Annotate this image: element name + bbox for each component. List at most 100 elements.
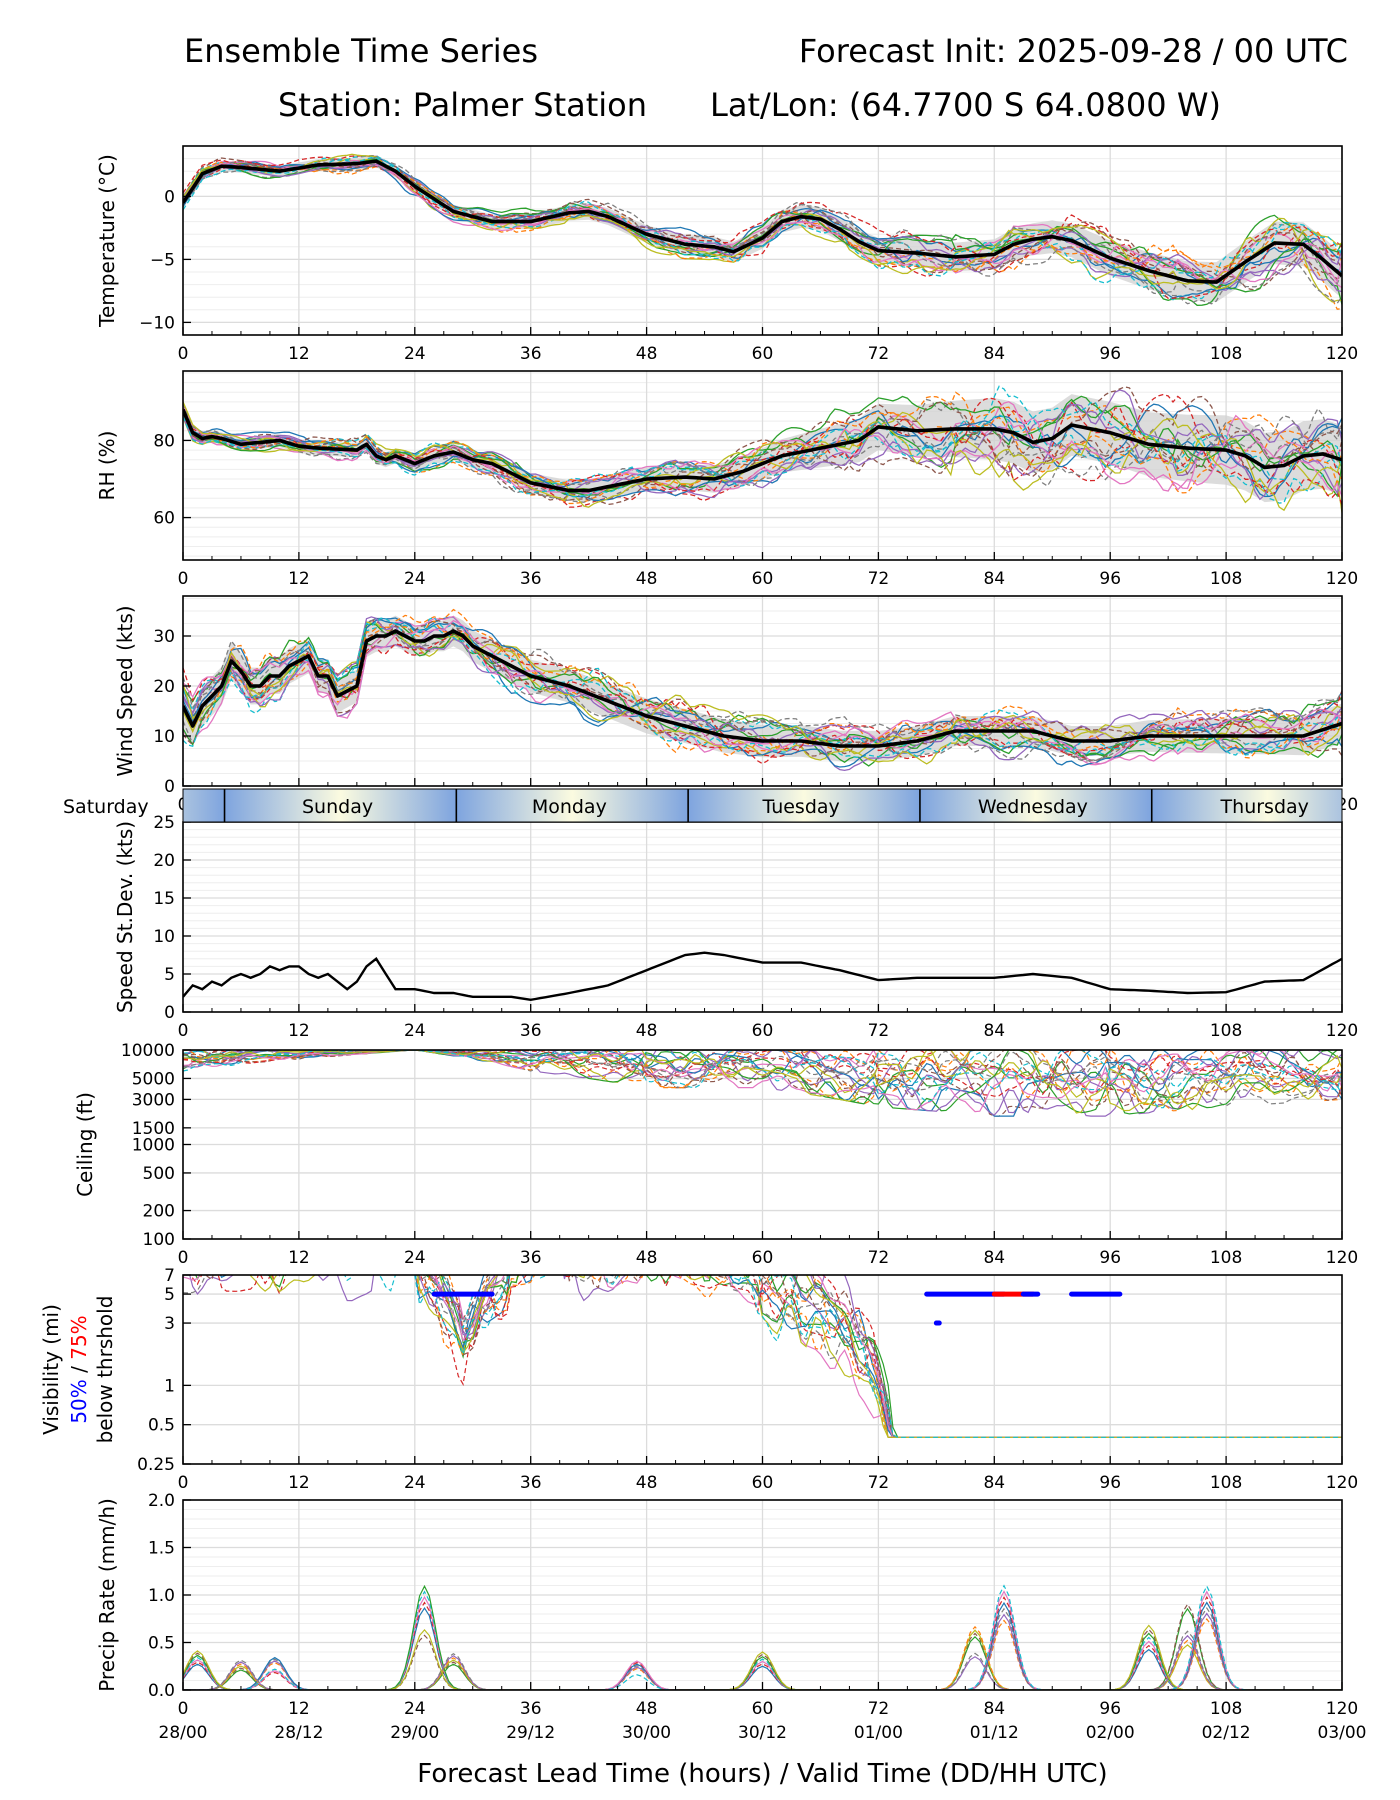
panel-precip_rate: 0 12 24 36 48 60 72 84 96 108 120 0.0 0.5 1.0 1.5 2.0 Pr… <box>95 1491 1367 1789</box>
ensemble-member-line <box>183 401 1342 498</box>
y-tick-label: 100 <box>143 1230 175 1250</box>
y-tick-label: 15 <box>153 889 175 909</box>
ensemble-mean-line <box>183 629 1342 748</box>
y-tick-label: 25 <box>153 813 175 833</box>
ensemble-member-line <box>183 1624 1342 1690</box>
day-band-frame <box>182 788 1343 823</box>
ensemble-member-line <box>183 619 1342 757</box>
panel-visibility: 0 12 24 36 48 60 72 84 96 108 120 75 3 1 0.5 0.25 Visibi… <box>39 1266 1358 1493</box>
valid-time-label: 28/00 <box>159 1723 208 1743</box>
x-tick-label: 60 <box>752 344 774 364</box>
x-tick-label: 72 <box>868 1248 890 1268</box>
valid-time-label: 02/00 <box>1086 1723 1135 1743</box>
x-tick-label: 24 <box>404 569 426 589</box>
x-tick-label: 36 <box>520 344 542 364</box>
x-tick-label: 84 <box>983 1699 1005 1719</box>
x-tick-label: 84 <box>983 1473 1005 1493</box>
ensemble-member-line <box>183 395 1342 498</box>
x-tick-label: 60 <box>752 1248 774 1268</box>
panel-wind_speed: 012243648607284961081200102030Wind Speed… <box>113 595 1358 815</box>
ensemble-member-line <box>183 403 1342 503</box>
x-tick-label: 48 <box>636 1021 658 1041</box>
day-label: Thursday <box>1220 796 1309 818</box>
y-tick-label: 5 <box>164 965 175 985</box>
x-tick-label: 24 <box>404 344 426 364</box>
ensemble-member-line <box>183 391 1342 494</box>
ensemble-member-line <box>183 623 1342 757</box>
valid-time-label: 30/12 <box>738 1723 787 1743</box>
x-tick-label: 108 <box>1210 1021 1242 1041</box>
valid-time-label: 29/00 <box>390 1723 439 1743</box>
y-axis-label: Temperature (°C) <box>95 154 119 328</box>
day-label: Monday <box>532 796 607 818</box>
y-axis-label: Wind Speed (kts) <box>113 605 137 776</box>
x-tick-label: 72 <box>868 344 890 364</box>
y-axis-label: Precip Rate (mm/h) <box>95 1498 119 1692</box>
ensemble-member-line <box>183 616 1342 758</box>
ensemble-member-line <box>183 386 1342 501</box>
ensemble-member-line <box>183 619 1342 768</box>
ensemble-member-line <box>183 159 1342 283</box>
panel-temperature: 0 12 24 36 48 60 72 84 96 108 120 0 −5 −10 Temperature… <box>95 145 1358 364</box>
y-tick-label: 60 <box>153 509 175 529</box>
x-tick-label: 108 <box>1210 344 1242 364</box>
day-band: Saturday Sunday Monday Tuesday Wednesday Thur… <box>63 788 1343 823</box>
ensemble-member-line <box>183 1595 1342 1690</box>
plot-area <box>183 153 1342 310</box>
ensemble-member-line <box>259 1275 1342 1438</box>
y-tick-label: 0.5 <box>148 1416 175 1436</box>
y-tick-label: 1.5 <box>148 1539 175 1559</box>
ensemble-member-line <box>183 617 1342 756</box>
ensemble-mean-line <box>183 159 1342 284</box>
valid-time-label: 01/00 <box>854 1723 903 1743</box>
x-tick-label: 36 <box>520 1473 542 1493</box>
day-label: Saturday <box>63 796 149 818</box>
ensemble-member-line <box>183 159 1342 284</box>
x-tick-label: 108 <box>1210 1473 1242 1493</box>
y-tick-label: 80 <box>153 431 175 451</box>
y-tick-label: 30 <box>153 627 175 647</box>
y-axis-label: Visibility (mi) <box>39 1304 63 1435</box>
station-latlon: Lat/Lon: (64.7700 S 64.0800 W) <box>710 86 1221 124</box>
x-tick-label: 48 <box>636 569 658 589</box>
day-label: Wednesday <box>978 796 1088 818</box>
y-tick-label: 3000 <box>132 1090 175 1110</box>
x-tick-label: 96 <box>1099 344 1121 364</box>
y-axis-label-sub: below thrshold <box>93 1296 117 1444</box>
x-tick-label: 24 <box>404 1021 426 1041</box>
y-axis-label: Speed St.Dev. (kts) <box>113 821 137 1013</box>
x-tick-label: 60 <box>752 1699 774 1719</box>
x-tick-label: 120 <box>1326 569 1358 589</box>
valid-time-label: 02/12 <box>1202 1723 1251 1743</box>
y-tick-label: −10 <box>139 313 175 333</box>
x-tick-label: 72 <box>868 569 890 589</box>
day-segment <box>224 789 457 822</box>
x-tick-label: 72 <box>868 1473 890 1493</box>
x-tick-label: 36 <box>520 1021 542 1041</box>
y-axis-label: Ceiling (ft) <box>73 1092 97 1197</box>
y-axis-label: RH (%) <box>95 431 119 501</box>
figure-title: Ensemble Time Series <box>184 32 538 70</box>
valid-time-label: 30/00 <box>622 1723 671 1743</box>
x-tick-label: 72 <box>868 1021 890 1041</box>
station-name: Station: Palmer Station <box>278 86 648 124</box>
y-tick-label: 0.5 <box>148 1634 175 1654</box>
x-tick-label: 72 <box>868 1699 890 1719</box>
x-tick-label: 0 <box>178 1021 189 1041</box>
valid-time-label: 29/12 <box>506 1723 555 1743</box>
y-tick-label: 200 <box>143 1202 175 1222</box>
y-tick-label: 5 <box>164 1285 175 1305</box>
ensemble-member-line <box>183 1601 1342 1690</box>
x-tick-label: 84 <box>983 569 1005 589</box>
x-tick-label: 108 <box>1210 1248 1242 1268</box>
x-tick-label: 48 <box>636 1473 658 1493</box>
ensemble-member-line <box>445 1275 1342 1438</box>
y-tick-label: 0 <box>164 777 175 797</box>
x-tick-label: 12 <box>288 569 310 589</box>
day-segment <box>183 789 225 822</box>
ensemble-member-line <box>378 1275 1342 1438</box>
x-tick-label: 60 <box>752 569 774 589</box>
y-tick-label: 1500 <box>132 1119 175 1139</box>
y-axis-label-threshold: 50% / 75% <box>67 1315 91 1423</box>
ensemble-member-line <box>183 615 1342 766</box>
